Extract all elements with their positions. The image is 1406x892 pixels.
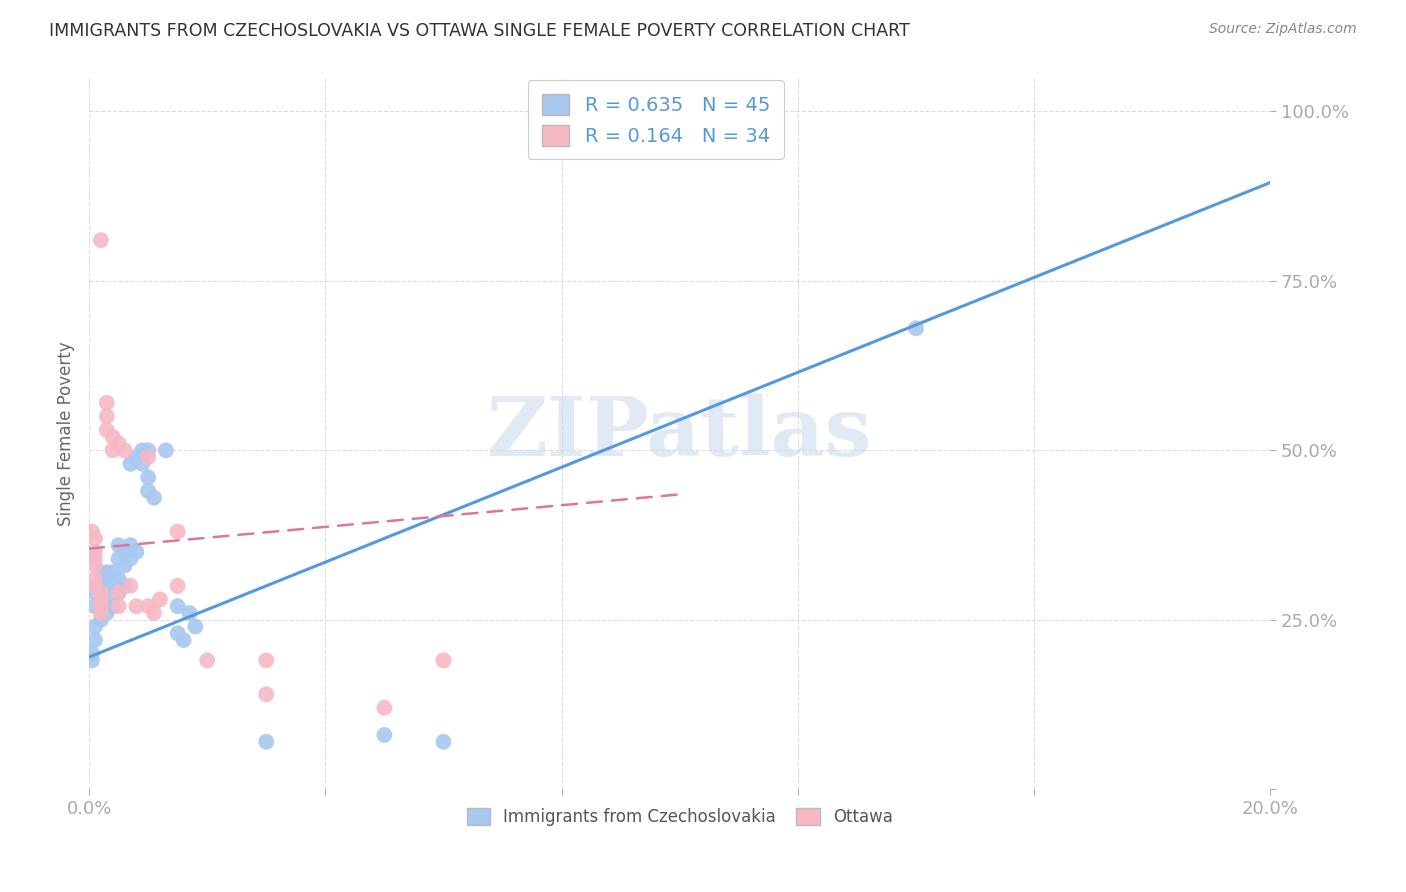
Point xyxy=(114,579,136,593)
Point xyxy=(84,579,107,593)
Point xyxy=(90,233,112,247)
Point xyxy=(114,558,136,573)
Point xyxy=(84,545,107,559)
Point xyxy=(125,599,148,614)
Point xyxy=(80,647,103,661)
Point xyxy=(84,558,107,573)
Point xyxy=(131,443,153,458)
Point xyxy=(101,599,124,614)
Point xyxy=(101,430,124,444)
Point xyxy=(90,585,112,599)
Point xyxy=(125,450,148,464)
Point xyxy=(179,606,201,620)
Point xyxy=(373,701,395,715)
Point xyxy=(136,599,159,614)
Point xyxy=(143,491,166,505)
Point xyxy=(84,532,107,546)
Point xyxy=(80,653,103,667)
Point xyxy=(80,524,103,539)
Point xyxy=(166,626,188,640)
Point xyxy=(96,396,118,410)
Point xyxy=(84,619,107,633)
Point xyxy=(120,538,142,552)
Text: Source: ZipAtlas.com: Source: ZipAtlas.com xyxy=(1209,22,1357,37)
Point xyxy=(90,579,112,593)
Point xyxy=(432,735,454,749)
Point xyxy=(96,606,118,620)
Point xyxy=(184,619,207,633)
Point xyxy=(136,450,159,464)
Y-axis label: Single Female Poverty: Single Female Poverty xyxy=(58,341,75,525)
Point xyxy=(107,436,129,450)
Point xyxy=(107,585,129,599)
Point xyxy=(107,599,129,614)
Point xyxy=(120,457,142,471)
Point xyxy=(84,585,107,599)
Point xyxy=(114,545,136,559)
Point xyxy=(120,579,142,593)
Point xyxy=(101,443,124,458)
Point xyxy=(373,728,395,742)
Point xyxy=(173,633,195,648)
Point xyxy=(254,735,277,749)
Point xyxy=(84,599,107,614)
Point xyxy=(432,653,454,667)
Point xyxy=(90,613,112,627)
Point xyxy=(195,653,218,667)
Legend: Immigrants from Czechoslovakia, Ottawa: Immigrants from Czechoslovakia, Ottawa xyxy=(458,799,901,834)
Point xyxy=(120,551,142,566)
Point xyxy=(107,538,129,552)
Point xyxy=(107,551,129,566)
Point xyxy=(96,566,118,580)
Point xyxy=(101,579,124,593)
Point xyxy=(96,579,118,593)
Point xyxy=(96,423,118,437)
Point xyxy=(125,545,148,559)
Point xyxy=(166,524,188,539)
Point xyxy=(131,457,153,471)
Point xyxy=(136,470,159,484)
Point xyxy=(84,572,107,586)
Point xyxy=(90,592,112,607)
Point xyxy=(254,687,277,701)
Point xyxy=(166,599,188,614)
Point xyxy=(143,606,166,620)
Point xyxy=(107,572,129,586)
Point xyxy=(155,443,177,458)
Point xyxy=(84,551,107,566)
Point xyxy=(107,585,129,599)
Text: IMMIGRANTS FROM CZECHOSLOVAKIA VS OTTAWA SINGLE FEMALE POVERTY CORRELATION CHART: IMMIGRANTS FROM CZECHOSLOVAKIA VS OTTAWA… xyxy=(49,22,910,40)
Point xyxy=(101,566,124,580)
Point xyxy=(254,653,277,667)
Point xyxy=(84,633,107,648)
Point xyxy=(136,443,159,458)
Text: ZIPatlas: ZIPatlas xyxy=(486,393,873,474)
Point xyxy=(114,443,136,458)
Point xyxy=(904,321,927,335)
Point xyxy=(90,566,112,580)
Point xyxy=(136,483,159,498)
Point xyxy=(90,599,112,614)
Point xyxy=(149,592,172,607)
Point xyxy=(90,592,112,607)
Point xyxy=(96,592,118,607)
Point xyxy=(166,579,188,593)
Point xyxy=(90,606,112,620)
Point xyxy=(96,409,118,424)
